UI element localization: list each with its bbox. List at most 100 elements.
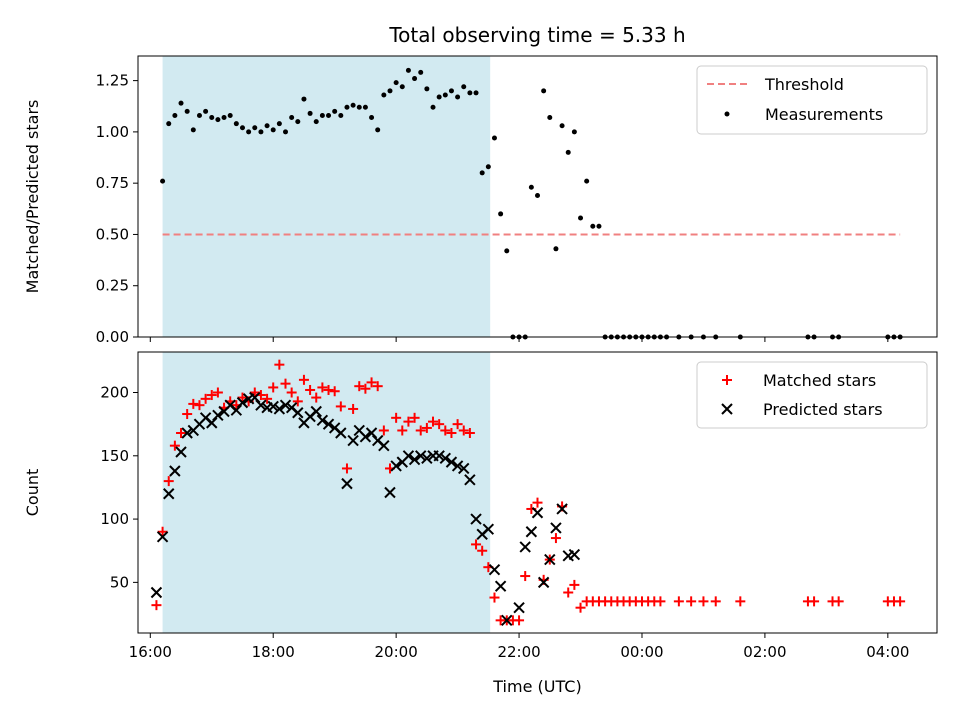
measurement-point bbox=[430, 104, 436, 110]
y-tick-label: 0.50 bbox=[96, 225, 129, 243]
matched-point bbox=[298, 374, 309, 385]
matched-point bbox=[428, 416, 439, 427]
measurement-point bbox=[209, 115, 215, 121]
measurement-point bbox=[584, 178, 590, 184]
matched-point bbox=[366, 377, 377, 388]
y-tick-label: 0.25 bbox=[96, 277, 129, 295]
matched-point bbox=[182, 409, 193, 420]
measurement-point bbox=[528, 184, 534, 190]
matched-point bbox=[895, 596, 906, 607]
matched-point bbox=[563, 587, 574, 598]
ratio-axes-frame bbox=[137, 55, 938, 338]
measurement-point bbox=[356, 104, 362, 110]
count-legend: Matched stars Predicted stars bbox=[696, 361, 928, 429]
matched-point bbox=[280, 378, 291, 389]
matched-point bbox=[569, 579, 580, 590]
matched-point bbox=[686, 596, 697, 607]
predicted-point bbox=[525, 526, 538, 538]
ratio-legend-box bbox=[696, 65, 928, 135]
measurement-point bbox=[252, 125, 258, 131]
count-x-ticks: 16:00 18:00 20:00 22:00 00:00 02:00 04:00 bbox=[129, 633, 909, 661]
matched-point bbox=[329, 386, 340, 397]
matched-point bbox=[698, 596, 709, 607]
measurement-point bbox=[553, 246, 559, 252]
matched-point bbox=[163, 476, 174, 487]
predicted-point bbox=[519, 541, 531, 553]
predicted-point bbox=[445, 456, 458, 468]
count-y-axis-label: Count bbox=[23, 469, 42, 517]
y-tick-label: 50 bbox=[110, 573, 129, 591]
matched-point bbox=[305, 384, 316, 395]
matched-point bbox=[434, 419, 445, 430]
predicted-point bbox=[408, 453, 421, 466]
measurement-point bbox=[184, 108, 190, 114]
predicted-point bbox=[316, 414, 329, 427]
matched-point bbox=[655, 596, 666, 607]
matched-point bbox=[550, 533, 561, 544]
measurement-point bbox=[369, 115, 375, 121]
matched-point bbox=[348, 403, 359, 414]
measurement-point bbox=[473, 90, 479, 96]
predicted-point bbox=[451, 460, 464, 472]
predicted-point bbox=[310, 405, 322, 418]
x-tick-label: 16:00 bbox=[129, 643, 172, 661]
y-tick-label: 0.75 bbox=[96, 174, 129, 192]
measurement-point bbox=[258, 129, 264, 135]
predicted-point bbox=[390, 460, 402, 472]
ratio-x-ticks bbox=[149, 337, 889, 342]
measurement-point bbox=[227, 112, 233, 118]
measurement-point bbox=[246, 129, 252, 135]
measurement-point bbox=[541, 88, 547, 94]
matched-point bbox=[391, 412, 402, 423]
legend-threshold-label: Threshold bbox=[764, 75, 844, 94]
predicted-point bbox=[537, 576, 550, 589]
chart-title: Total observing time = 5.33 h bbox=[388, 23, 685, 47]
measurement-point bbox=[504, 248, 510, 254]
x-tick-label: 00:00 bbox=[620, 643, 663, 661]
measurement-point bbox=[178, 100, 184, 106]
measurement-point bbox=[424, 86, 430, 92]
predicted-point bbox=[292, 407, 304, 419]
matched-point bbox=[735, 596, 746, 607]
predicted-point bbox=[249, 391, 261, 404]
y-tick-label: 1.25 bbox=[96, 72, 129, 90]
matched-point bbox=[262, 393, 273, 404]
predicted-point bbox=[384, 486, 396, 499]
predicted-point bbox=[341, 477, 353, 490]
measurement-point bbox=[160, 178, 166, 184]
measurement-point bbox=[307, 110, 313, 116]
measurement-point bbox=[498, 211, 504, 217]
matched-point bbox=[157, 526, 168, 537]
matched-point bbox=[520, 571, 531, 582]
matched-point bbox=[194, 400, 205, 411]
predicted-point bbox=[501, 614, 513, 627]
predicted-point bbox=[359, 431, 372, 443]
matched-point bbox=[335, 401, 346, 412]
matched-point bbox=[464, 428, 475, 439]
measurement-point bbox=[276, 121, 282, 127]
measurement-point bbox=[295, 119, 301, 125]
matched-point bbox=[237, 392, 248, 403]
predicted-point bbox=[494, 580, 507, 592]
predicted-point bbox=[402, 450, 415, 462]
measurement-point bbox=[289, 115, 295, 121]
measurement-point bbox=[535, 192, 540, 198]
matched-point bbox=[477, 545, 488, 556]
measurement-point bbox=[344, 104, 350, 110]
matched-point bbox=[323, 384, 334, 395]
predicted-point bbox=[378, 439, 390, 452]
measurement-point bbox=[350, 102, 356, 108]
predicted-point bbox=[267, 400, 279, 413]
measurement-point bbox=[362, 104, 368, 110]
matched-point bbox=[403, 416, 414, 427]
measurement-point bbox=[571, 129, 577, 135]
matched-point bbox=[514, 615, 525, 626]
predicted-point bbox=[439, 452, 452, 465]
predicted-point bbox=[482, 523, 495, 535]
matched-point bbox=[212, 387, 223, 398]
measurement-point bbox=[375, 127, 381, 133]
matched-point bbox=[471, 539, 482, 550]
y-tick-label: 0.00 bbox=[96, 328, 129, 346]
measurement-point bbox=[381, 92, 387, 98]
matched-point bbox=[274, 359, 285, 370]
